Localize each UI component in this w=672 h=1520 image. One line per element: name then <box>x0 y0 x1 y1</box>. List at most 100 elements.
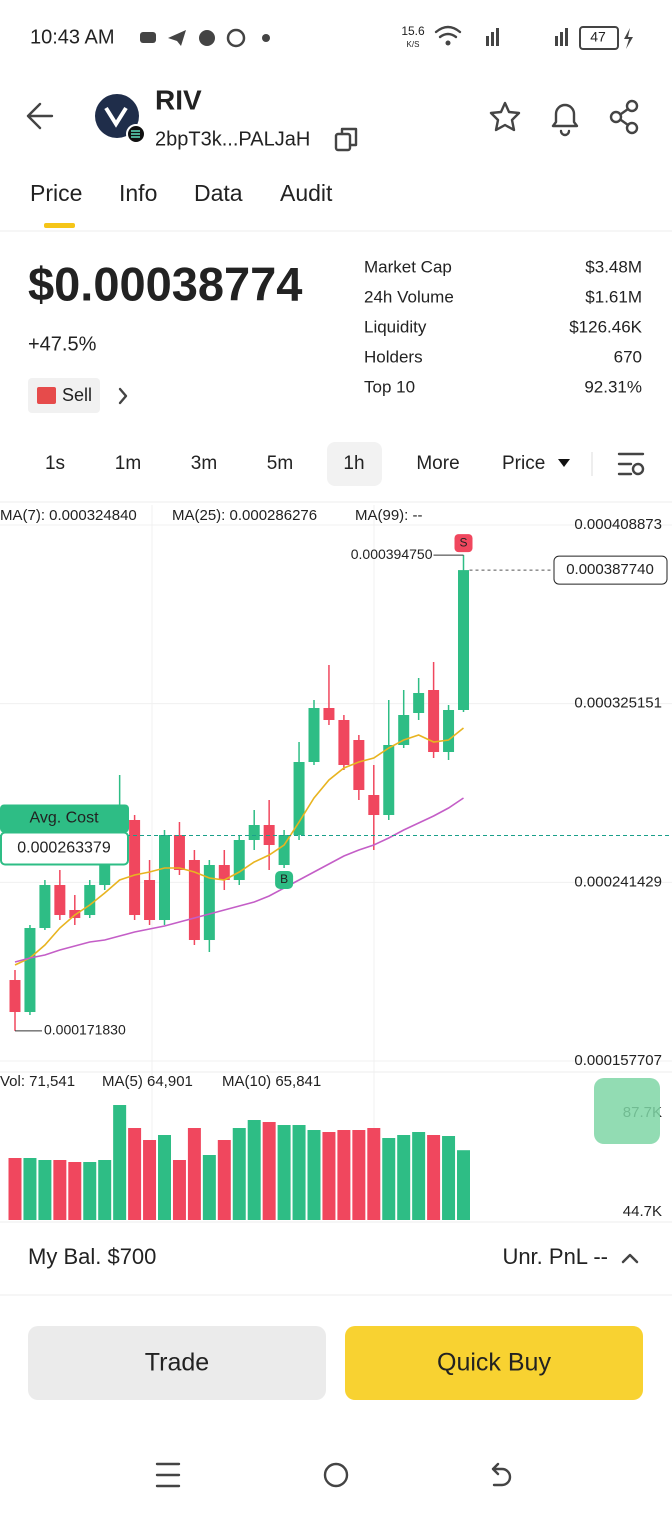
quick-buy-button[interactable] <box>345 1326 643 1400</box>
stat-label: Liquidity <box>364 317 427 336</box>
balance: My Bal. $700 <box>28 1244 156 1269</box>
net-speed: 15.6 <box>401 24 425 38</box>
interval[interactable]: 5m <box>267 453 293 474</box>
tab[interactable]: Data <box>194 180 243 206</box>
candle-body <box>173 835 185 871</box>
candle-body <box>84 885 96 916</box>
volume-bar <box>262 1122 276 1220</box>
avg-cost-box <box>0 831 129 866</box>
nav-home[interactable] <box>323 1462 349 1488</box>
last-price-box <box>553 555 668 585</box>
favorite-button[interactable] <box>489 101 521 132</box>
tab-active[interactable]: Price <box>30 180 82 206</box>
quick-buy-label: Quick Buy <box>437 1349 551 1377</box>
tab[interactable]: Info <box>119 180 157 206</box>
pnl: Unr. PnL -- <box>502 1244 608 1269</box>
chart-settings[interactable] <box>617 452 645 476</box>
volume-bar <box>382 1138 396 1220</box>
back-button[interactable] <box>26 102 54 130</box>
high-label: 0.000394750 <box>351 546 433 562</box>
candle-body <box>398 715 410 746</box>
y-tick-label: 0.000325151 <box>574 695 662 712</box>
volume-bar <box>83 1162 97 1220</box>
copy-button[interactable] <box>334 127 358 152</box>
candle-body <box>129 820 141 916</box>
token-logo <box>95 94 146 144</box>
sell-icon <box>37 387 56 404</box>
volume-bar <box>457 1150 470 1220</box>
trade-label: Trade <box>145 1349 209 1377</box>
interval[interactable]: 1m <box>115 453 141 474</box>
battery: 47 <box>590 29 606 45</box>
sell-button[interactable] <box>28 378 100 413</box>
interval[interactable]: 1s <box>45 453 65 474</box>
plot: 0.000408873 0.000325151 0.000241429 0.00015… <box>0 516 672 1220</box>
candle-body <box>458 570 469 711</box>
status-icons <box>140 25 633 50</box>
address: 2bpT3k...PALJaH <box>155 128 310 150</box>
candle-body <box>293 762 305 836</box>
stat-label: Market Cap <box>364 257 452 276</box>
stat-value: $3.48M <box>585 257 642 276</box>
tab-indicator <box>44 223 75 228</box>
y-tick-label: 0.000408873 <box>574 516 662 533</box>
volume-bar <box>8 1158 22 1220</box>
candle-body <box>338 720 350 766</box>
vol-tick-label: 44.7K <box>623 1203 662 1220</box>
candle-body <box>69 910 81 919</box>
stat-value: $126.46K <box>569 317 642 336</box>
floating-button[interactable] <box>594 1078 660 1144</box>
stat-value: 92.31% <box>584 377 642 396</box>
volume-bar <box>23 1158 37 1220</box>
avg-cost-value: 0.000263379 <box>17 840 111 857</box>
volume-bar <box>98 1160 112 1220</box>
candle-body <box>248 825 260 841</box>
alert-button[interactable] <box>551 103 579 137</box>
volume-bar <box>322 1132 336 1220</box>
volume-bar <box>143 1140 157 1220</box>
candle-body <box>428 690 440 753</box>
ma-legend: MA(25): 0.000286276 <box>172 507 317 524</box>
ma-line <box>14 797 464 963</box>
share-button[interactable] <box>609 99 639 135</box>
price-change: +47.5% <box>28 333 97 355</box>
interval[interactable]: More <box>416 453 459 474</box>
volume-bar <box>113 1105 127 1220</box>
candle-body <box>233 840 245 881</box>
volume-bar <box>172 1160 186 1220</box>
volume-bar <box>292 1125 306 1220</box>
candle-body <box>159 835 170 921</box>
candle-body <box>9 980 21 1013</box>
nav-bar <box>155 1462 512 1488</box>
candle-body <box>24 928 36 1013</box>
dropdown-arrow <box>558 459 570 467</box>
volume-bar <box>337 1130 351 1220</box>
chevron[interactable] <box>118 387 128 405</box>
nav-menu[interactable] <box>155 1462 181 1488</box>
volume-bar <box>232 1128 246 1220</box>
volume-bar <box>158 1135 171 1220</box>
trade-button[interactable] <box>28 1326 326 1400</box>
candle-body <box>203 865 215 941</box>
candle-body <box>278 835 290 866</box>
price: $0.00038774 <box>28 257 302 310</box>
candle-body <box>54 885 66 916</box>
volume-bar <box>247 1120 261 1220</box>
avg-cost-head <box>0 804 129 833</box>
volume-bar <box>53 1160 67 1220</box>
stat-value: $1.61M <box>585 287 642 306</box>
volume-bar <box>307 1130 321 1220</box>
candle-body <box>323 708 335 721</box>
stat-label: 24h Volume <box>364 287 454 306</box>
nav-back[interactable] <box>491 1462 512 1487</box>
interval-active[interactable]: 1h <box>343 453 364 474</box>
candle-body <box>308 708 320 763</box>
time: 10:43 AM <box>30 26 115 48</box>
expand[interactable] <box>621 1253 639 1264</box>
interval[interactable]: 3m <box>191 453 217 474</box>
price-menu[interactable]: Price <box>502 453 545 474</box>
ma-legend: MA(99): -- <box>355 507 423 524</box>
tab[interactable]: Audit <box>280 180 333 206</box>
volume-bar <box>128 1128 142 1220</box>
